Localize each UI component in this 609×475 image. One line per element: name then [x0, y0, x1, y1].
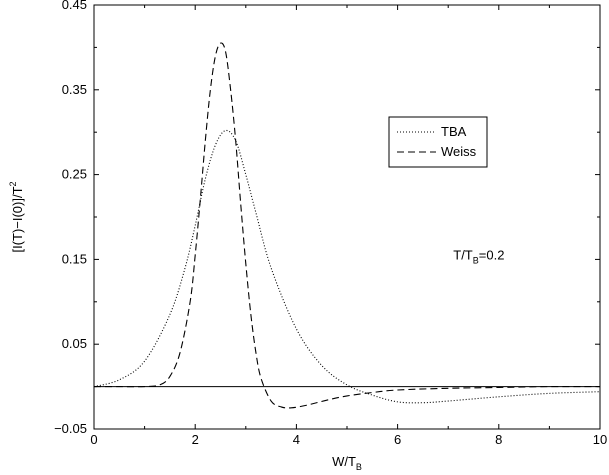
y-tick-label: 0.25	[62, 167, 87, 182]
x-axis-ticks: 0 2 4 6 8 10	[90, 5, 607, 447]
annotation-value: =0.2	[479, 247, 505, 262]
x-tick-label: 10	[593, 432, 607, 447]
legend-label-tba: TBA	[441, 124, 467, 139]
x-tick-label: 6	[394, 432, 401, 447]
y-tick-label: −0.05	[54, 421, 87, 436]
y-tick-label: 0.35	[62, 82, 87, 97]
legend-box	[388, 116, 488, 168]
x-tick-label: 0	[90, 432, 97, 447]
legend-label-weiss: Weiss	[441, 144, 477, 159]
legend: TBA Weiss	[388, 116, 488, 168]
plot-frame	[93, 4, 601, 430]
series-line-weiss	[94, 42, 601, 409]
y-axis-label: [I(T)−I(0)]/T2	[8, 181, 25, 252]
x-tick-label: 2	[192, 432, 199, 447]
x-axis-label: W/TB	[332, 454, 362, 472]
y-tick-label: 0.15	[62, 251, 87, 266]
series-line-tba	[93, 129, 601, 404]
y-axis-label-sup: 2	[8, 181, 18, 186]
x-tick-label: 4	[293, 432, 300, 447]
y-axis-ticks: −0.05 0.05 0.15 0.25 0.35 0.45	[54, 0, 600, 436]
y-tick-label: 0.45	[62, 0, 87, 12]
x-axis-label-sub: B	[356, 462, 362, 472]
parameter-annotation: T/TB=0.2	[453, 247, 504, 265]
y-tick-label: 0.05	[62, 336, 87, 351]
x-tick-label: 8	[495, 432, 502, 447]
annotation-sub: B	[473, 255, 479, 265]
series-layer	[93, 42, 601, 409]
